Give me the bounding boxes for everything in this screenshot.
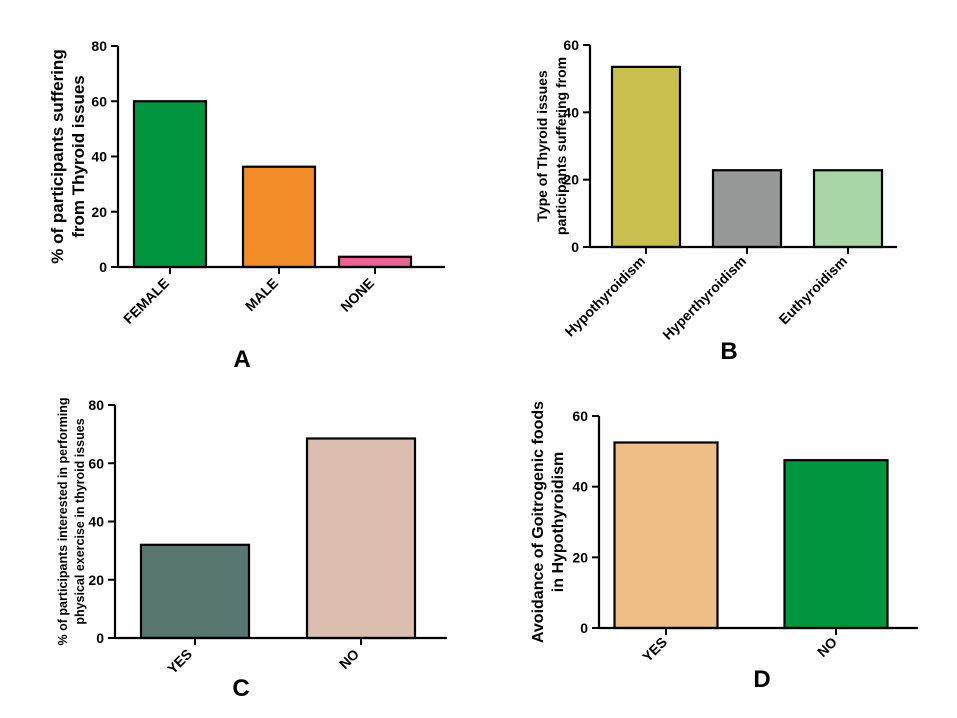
bar-euthyroidism xyxy=(812,169,884,249)
bar-yes xyxy=(613,441,719,630)
y-tick-label: 60 xyxy=(88,455,104,471)
y-axis-label: Type of Thyroid issues participants suffe… xyxy=(534,57,569,235)
y-tick-label: 40 xyxy=(88,514,104,530)
bar-no xyxy=(305,437,417,640)
x-tick-label: Hyperthyroidism xyxy=(659,253,749,343)
y-axis-label: % of participants interested in performi… xyxy=(56,398,87,646)
chart-panel-c: 0 20 40 60 80 YES NO % of participants interest… xyxy=(56,397,447,702)
y-tick-label: 0 xyxy=(99,259,107,275)
y-axis-label-line: % of participants suffering xyxy=(48,49,67,263)
y-axis-label-line: % of participants interested in performi… xyxy=(56,398,70,646)
y-tick-label: 40 xyxy=(563,104,579,120)
y-tick-label: 0 xyxy=(571,239,579,255)
panel-letter: C xyxy=(232,675,249,702)
panel-letter: D xyxy=(753,666,770,693)
y-axis-label-line: in Hypothyroidism xyxy=(550,452,567,592)
y-axis-label: % of participants suffering from Thyroid … xyxy=(48,49,88,263)
y-axis-label-line: participants suffering from xyxy=(553,57,569,235)
y-tick-label: 20 xyxy=(88,572,104,588)
y-axis-label-line: Type of Thyroid issues xyxy=(534,70,550,222)
y-tick-label: 60 xyxy=(572,408,588,424)
y-tick-label: 60 xyxy=(91,93,107,109)
bar-female xyxy=(132,100,208,269)
x-tick-label: Euthyroidism xyxy=(776,253,851,328)
y-axis-label-line: physical exercise in thyroid issues xyxy=(73,418,87,624)
x-tick-label: NO xyxy=(336,646,362,672)
bar-hypothyroidism xyxy=(610,65,682,249)
y-tick-label: 0 xyxy=(96,630,104,646)
panel-letter: B xyxy=(720,338,737,365)
x-tick-label: FEMALE xyxy=(120,275,172,327)
y-axis-label-line: from Thyroid issues xyxy=(69,75,88,237)
x-tick-label: MALE xyxy=(242,275,281,314)
x-tick-label: YES xyxy=(639,634,670,665)
x-tick-label: Hypothyroidism xyxy=(561,253,648,340)
y-tick-label: 0 xyxy=(580,620,588,636)
chart-panel-b: 0 20 40 60 Hypothyroidism Hyperthyroidism Euth… xyxy=(534,37,897,365)
y-tick-label: 60 xyxy=(563,37,579,53)
y-tick-label: 20 xyxy=(91,204,107,220)
y-tick-label: 80 xyxy=(88,397,104,413)
y-axis-label-line: Avoidance of Goitrogenic foods xyxy=(530,401,547,643)
bar-no xyxy=(783,459,889,630)
y-tick-label: 20 xyxy=(563,172,579,188)
y-tick-label: 20 xyxy=(572,549,588,565)
x-tick-label: NONE xyxy=(337,275,377,315)
chart-panel-a: 0 20 40 60 80 FEMALE MALE NONE % of participants… xyxy=(48,38,445,373)
y-tick-label: 80 xyxy=(91,38,107,54)
x-tick-label: YES xyxy=(164,646,195,677)
y-axis-label: Avoidance of Goitrogenic foods in Hypothy… xyxy=(530,401,567,643)
chart-panel-d: 0 20 40 60 YES NO Avoidance of Goitrogenic foo… xyxy=(530,401,918,693)
bar-male xyxy=(241,165,317,269)
panel-letter: A xyxy=(233,346,250,373)
bar-hyperthyroidism xyxy=(711,169,783,249)
bar-yes xyxy=(139,543,251,640)
x-tick-label: NO xyxy=(814,634,840,660)
y-tick-label: 40 xyxy=(572,479,588,495)
bar-none xyxy=(337,255,413,269)
y-tick-label: 40 xyxy=(91,149,107,165)
